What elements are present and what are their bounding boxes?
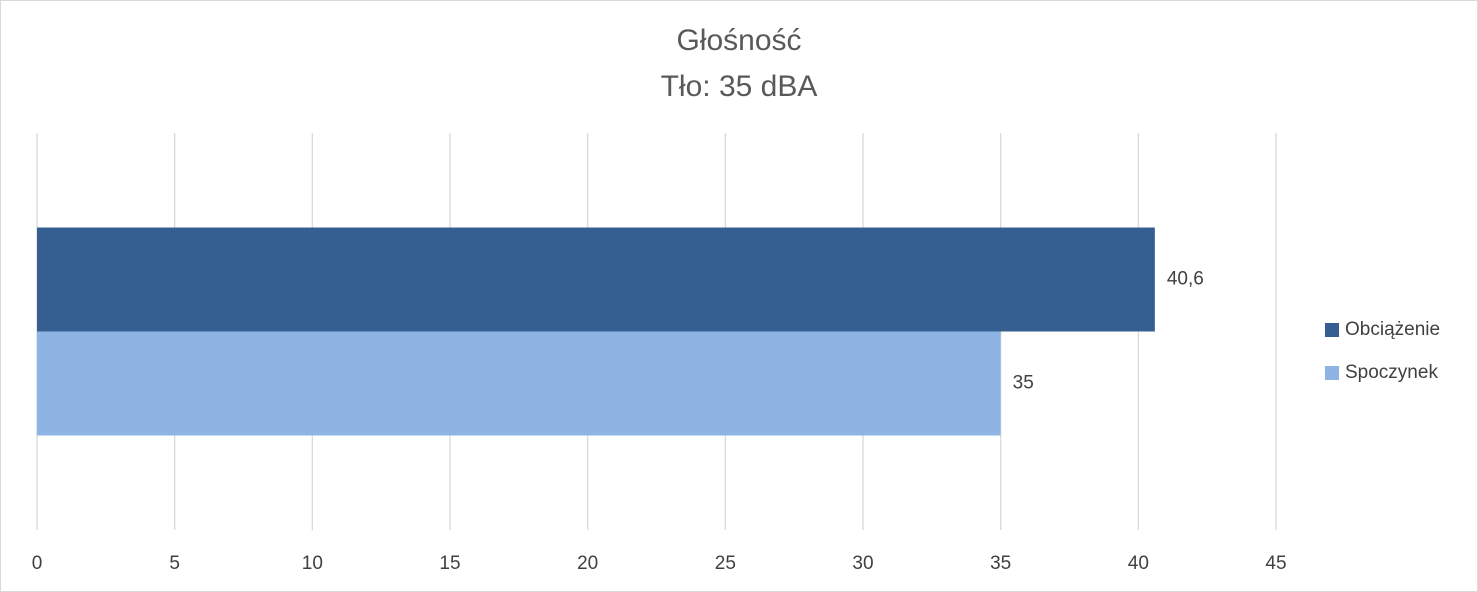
x-tick-label: 20 — [577, 553, 598, 574]
chart-subtitle: Tło: 35 dBA — [661, 70, 818, 103]
legend-label: Obciążenie — [1345, 319, 1440, 340]
x-tick-label: 0 — [32, 553, 43, 574]
x-tick-label: 40 — [1128, 553, 1149, 574]
chart-title: Głośność — [676, 24, 801, 57]
x-tick-label: 25 — [715, 553, 736, 574]
legend-swatch — [1325, 366, 1339, 380]
x-tick-label: 30 — [852, 553, 873, 574]
legend-label: Spoczynek — [1345, 362, 1438, 383]
x-tick-label: 5 — [169, 553, 180, 574]
x-tick-label: 45 — [1265, 553, 1286, 574]
x-tick-label: 15 — [439, 553, 460, 574]
data-label: 35 — [1013, 373, 1034, 394]
legend-swatch — [1325, 323, 1339, 337]
x-tick-label: 10 — [302, 553, 323, 574]
x-tick-label: 35 — [990, 553, 1011, 574]
bar — [37, 331, 1001, 436]
data-label: 40,6 — [1167, 269, 1204, 290]
bar — [37, 227, 1155, 332]
